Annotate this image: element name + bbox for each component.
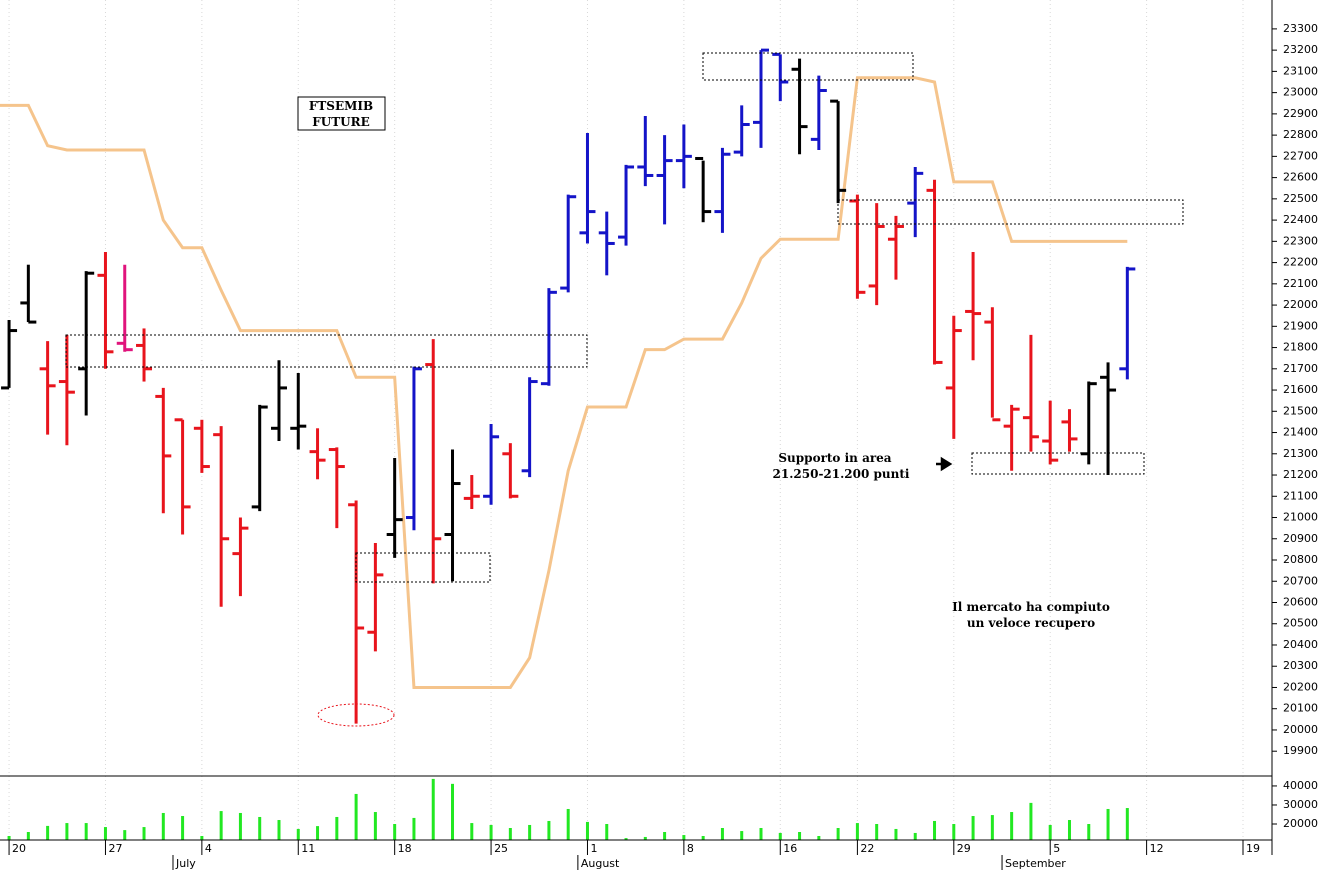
title-box	[297, 96, 386, 131]
y-tick-label: 22500	[1283, 192, 1318, 205]
annotation: FUTURE	[312, 115, 370, 129]
y-tick-label: 21300	[1283, 447, 1318, 460]
x-tick-label: 8	[687, 842, 694, 855]
y-tick-label: 20700	[1283, 574, 1318, 587]
annotation: un veloce recupero	[967, 616, 1095, 630]
y-tick-label: 21900	[1283, 319, 1318, 332]
y-tick-label: 19900	[1283, 744, 1318, 757]
x-tick-label: 22	[860, 842, 874, 855]
x-tick-label: 4	[205, 842, 212, 855]
y-tick-label: 21800	[1283, 341, 1318, 354]
y-tick-label: 20200	[1283, 680, 1318, 693]
x-tick-label: 19	[1246, 842, 1260, 855]
annotation: 21.250-21.200 punti	[773, 467, 910, 481]
highlight-box	[702, 52, 914, 81]
marks	[0, 48, 1136, 840]
x-tick-label: 12	[1150, 842, 1164, 855]
y-tick-label: 20300	[1283, 659, 1318, 672]
overlay-line	[0, 76, 1128, 689]
month-label: September	[1005, 857, 1066, 870]
y-tick-label: 22700	[1283, 149, 1318, 162]
x-tick-label: 29	[957, 842, 971, 855]
y-tick-label: 22800	[1283, 128, 1318, 141]
y-tick-label: 20600	[1283, 595, 1318, 608]
y-tick-label: 20100	[1283, 702, 1318, 715]
y-tick-label: 22900	[1283, 107, 1318, 120]
annotation: Il mercato ha compiuto	[952, 600, 1110, 614]
annotation: FTSEMIB	[309, 99, 373, 113]
x-tick-label: 5	[1053, 842, 1060, 855]
x-tick-label: 16	[783, 842, 797, 855]
y-tick-label: 21000	[1283, 511, 1318, 524]
y-tick-label: 23300	[1283, 22, 1318, 35]
y-tick-label: 22600	[1283, 171, 1318, 184]
y-tick-label: 22400	[1283, 213, 1318, 226]
y-tick-label: 22300	[1283, 234, 1318, 247]
highlight-box	[65, 334, 588, 368]
y-tick-label: 22200	[1283, 256, 1318, 269]
x-tick-label: 1	[590, 842, 597, 855]
y-tick-label: 21500	[1283, 404, 1318, 417]
y-tick-label: 20400	[1283, 638, 1318, 651]
grid: 19900 20000 20100 20200 20300 20400 20500 20600…	[8, 0, 1318, 870]
y-tick-label: 22000	[1283, 298, 1318, 311]
x-tick-label: 27	[108, 842, 122, 855]
y-tick-label: 21200	[1283, 468, 1318, 481]
y-tick-label: 20000	[1283, 723, 1318, 736]
y-tick-label: 20800	[1283, 553, 1318, 566]
y-tick-label: 23200	[1283, 43, 1318, 56]
x-tick-label: 18	[398, 842, 412, 855]
x-tick-label: 25	[494, 842, 508, 855]
y-tick-label: 21100	[1283, 489, 1318, 502]
y-tick-label: 20000	[1283, 817, 1318, 830]
y-tick-label: 21400	[1283, 426, 1318, 439]
annotation: Supporto in area	[778, 451, 891, 465]
x-tick-label: 20	[12, 842, 26, 855]
highlight-box	[837, 199, 1184, 225]
y-tick-label: 40000	[1283, 779, 1318, 792]
y-tick-label: 21700	[1283, 362, 1318, 375]
arrow	[936, 456, 953, 472]
month-label: August	[581, 857, 620, 870]
y-tick-label: 23000	[1283, 86, 1318, 99]
y-tick-label: 20500	[1283, 617, 1318, 630]
y-tick-label: 23100	[1283, 64, 1318, 77]
highlight-ellipse	[317, 703, 395, 727]
month-label: July	[175, 857, 196, 870]
y-tick-label: 21600	[1283, 383, 1318, 396]
y-tick-label: 22100	[1283, 277, 1318, 290]
highlight-box	[355, 552, 491, 583]
highlight-box	[971, 452, 1145, 475]
y-tick-label: 20900	[1283, 532, 1318, 545]
x-tick-label: 11	[301, 842, 315, 855]
y-tick-label: 30000	[1283, 798, 1318, 811]
